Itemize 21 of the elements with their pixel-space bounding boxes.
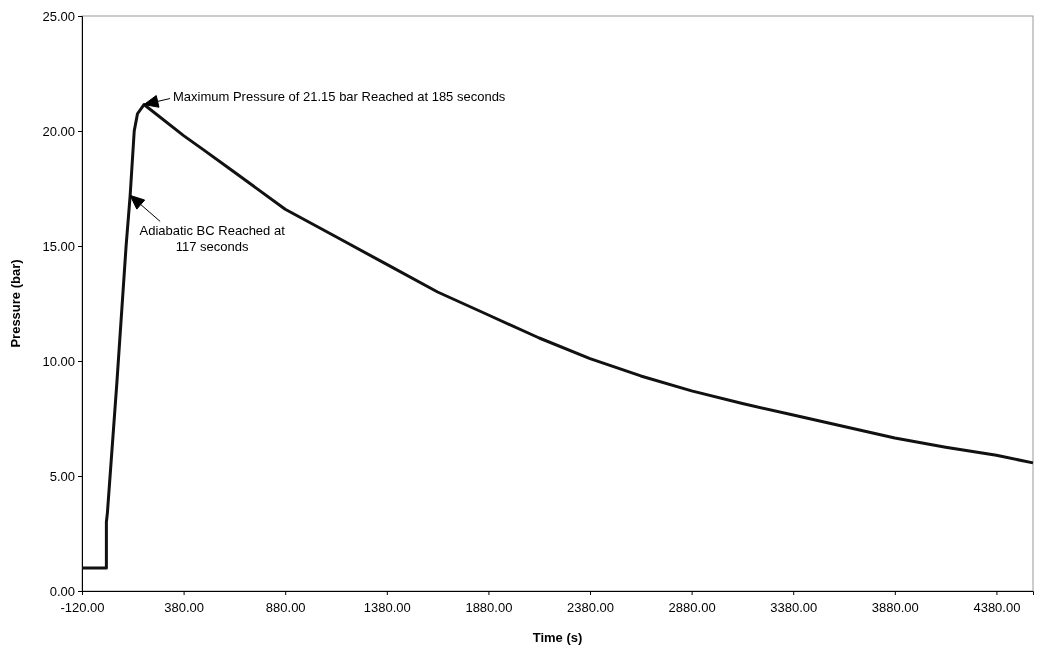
y-tick-label: 10.00 [42,353,75,369]
y-tick-label: 25.00 [42,8,75,24]
x-tick-label: 2880.00 [668,600,716,616]
y-tick-label: 20.00 [42,123,75,139]
annotation: Maximum Pressure of 21.15 bar Reached at 185 seconds [172,88,506,104]
x-tick-label: 1880.00 [465,600,513,616]
x-axis-title: Time (s) [532,630,583,645]
x-tick-label: -120.00 [60,600,105,616]
x-tick-label: 1380.00 [363,600,411,616]
x-tick-label: 380.00 [164,600,204,616]
x-tick-label: 3880.00 [871,600,919,616]
y-axis-title: Pressure (bar) [8,259,23,348]
x-tick-label: 3380.00 [770,600,818,616]
x-tick-label: 4380.00 [973,600,1021,616]
annotation: Adiabatic BC Reached at 117 seconds [139,223,286,254]
y-tick-label: 5.00 [49,468,75,484]
x-tick-label: 2380.00 [567,600,615,616]
y-tick-label: 0.00 [49,583,75,599]
line-series [80,103,1035,570]
x-tick-label: 880.00 [265,600,306,616]
y-tick-label: 15.00 [42,238,75,254]
